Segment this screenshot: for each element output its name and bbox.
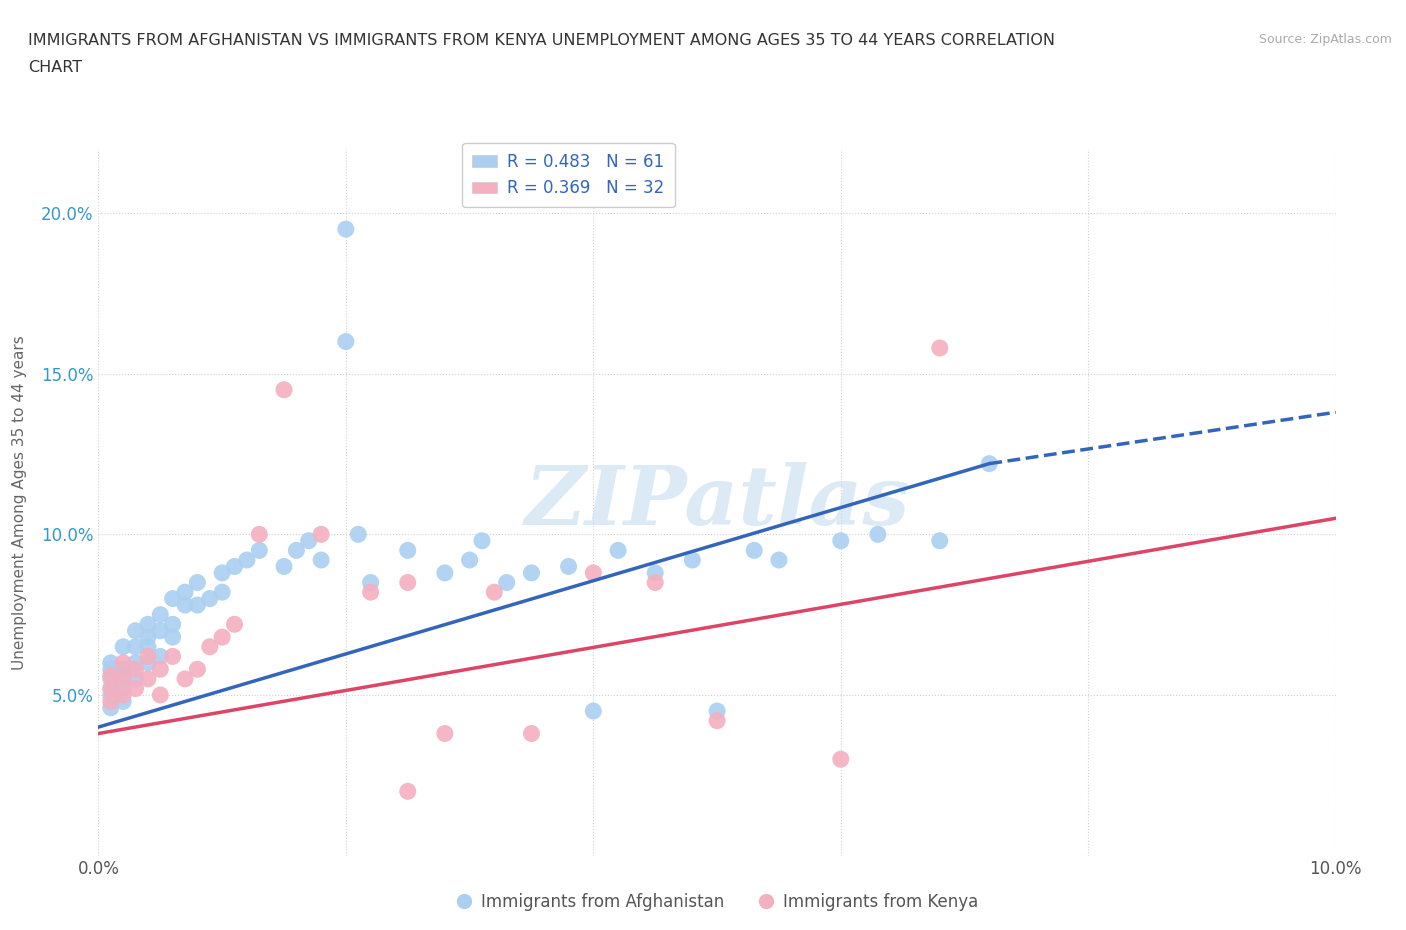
Point: [124, 623, 146, 638]
Point: [706, 713, 728, 728]
Point: [100, 700, 122, 715]
Point: [136, 639, 159, 654]
Point: [520, 726, 543, 741]
Point: [433, 565, 456, 580]
Point: [136, 656, 159, 671]
Point: [433, 726, 456, 741]
Point: [768, 552, 790, 567]
Point: [174, 585, 197, 600]
Text: CHART: CHART: [28, 60, 82, 75]
Text: Source: ZipAtlas.com: Source: ZipAtlas.com: [1258, 33, 1392, 46]
Point: [186, 575, 208, 590]
Point: [247, 527, 270, 542]
Point: [149, 687, 172, 702]
Point: [644, 565, 666, 580]
Point: [607, 543, 630, 558]
Point: [347, 527, 370, 542]
Point: [149, 607, 172, 622]
Point: [309, 552, 332, 567]
Point: [174, 671, 197, 686]
Point: [928, 533, 950, 548]
Text: IMMIGRANTS FROM AFGHANISTAN VS IMMIGRANTS FROM KENYA UNEMPLOYMENT AMONG AGES 35 : IMMIGRANTS FROM AFGHANISTAN VS IMMIGRANT…: [28, 33, 1054, 47]
Point: [124, 681, 146, 696]
Point: [112, 639, 135, 654]
Point: [149, 662, 172, 677]
Point: [198, 639, 221, 654]
Point: [458, 552, 481, 567]
Point: [830, 751, 852, 766]
Point: [136, 617, 159, 631]
Point: [162, 630, 184, 644]
Point: [247, 543, 270, 558]
Point: [224, 559, 246, 574]
Point: [360, 575, 382, 590]
Point: [285, 543, 308, 558]
Point: [174, 598, 197, 613]
Point: [162, 649, 184, 664]
Point: [742, 543, 765, 558]
Point: [495, 575, 517, 590]
Point: [100, 671, 122, 686]
Point: [484, 585, 506, 600]
Point: [149, 649, 172, 664]
Point: [582, 704, 605, 719]
Point: [224, 617, 246, 631]
Point: [136, 630, 159, 644]
Point: [681, 552, 703, 567]
Point: [186, 598, 208, 613]
Point: [396, 543, 419, 558]
Point: [100, 681, 122, 696]
Point: [124, 656, 146, 671]
Point: [582, 565, 605, 580]
Point: [644, 575, 666, 590]
Point: [273, 382, 295, 397]
Legend: Immigrants from Afghanistan, Immigrants from Kenya: Immigrants from Afghanistan, Immigrants …: [450, 886, 984, 918]
Point: [100, 662, 122, 677]
Point: [211, 565, 233, 580]
Point: [112, 656, 135, 671]
Point: [198, 591, 221, 606]
Point: [866, 527, 889, 542]
Point: [830, 533, 852, 548]
Point: [100, 681, 122, 696]
Point: [211, 585, 233, 600]
Point: [396, 784, 419, 799]
Y-axis label: Unemployment Among Ages 35 to 44 years: Unemployment Among Ages 35 to 44 years: [13, 335, 27, 670]
Point: [309, 527, 332, 542]
Point: [335, 334, 357, 349]
Point: [112, 681, 135, 696]
Point: [112, 669, 135, 684]
Point: [100, 694, 122, 709]
Text: ZIPatlas: ZIPatlas: [524, 462, 910, 542]
Point: [471, 533, 494, 548]
Point: [124, 639, 146, 654]
Point: [124, 662, 146, 677]
Point: [112, 687, 135, 702]
Point: [162, 617, 184, 631]
Point: [396, 575, 419, 590]
Point: [211, 630, 233, 644]
Point: [706, 704, 728, 719]
Point: [100, 656, 122, 671]
Point: [112, 694, 135, 709]
Point: [136, 649, 159, 664]
Point: [360, 585, 382, 600]
Point: [149, 623, 172, 638]
Point: [298, 533, 321, 548]
Point: [979, 457, 1001, 472]
Point: [112, 662, 135, 677]
Point: [236, 552, 259, 567]
Point: [162, 591, 184, 606]
Point: [100, 669, 122, 684]
Point: [335, 221, 357, 236]
Point: [557, 559, 579, 574]
Point: [520, 565, 543, 580]
Point: [136, 671, 159, 686]
Point: [186, 662, 208, 677]
Point: [124, 671, 146, 686]
Point: [928, 340, 950, 355]
Point: [273, 559, 295, 574]
Point: [100, 687, 122, 702]
Point: [112, 671, 135, 686]
